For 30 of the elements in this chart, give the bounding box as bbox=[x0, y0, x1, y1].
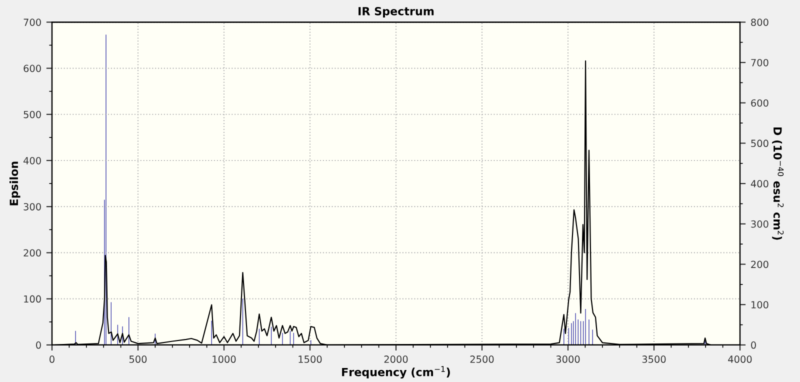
y2-tick-label: 600 bbox=[751, 99, 768, 107]
y-tick-label: 0 bbox=[36, 341, 41, 349]
x-tick-label: 0 bbox=[50, 356, 54, 363]
y-tick-label: 700 bbox=[24, 18, 41, 26]
y-axis-title: Epsilon bbox=[9, 162, 20, 206]
x-tick-label: 3500 bbox=[642, 356, 666, 363]
y-tick-label: 500 bbox=[24, 110, 41, 118]
y2-tick-label: 200 bbox=[751, 260, 768, 268]
x-tick-label: 4000 bbox=[728, 356, 752, 363]
x-tick-label: 2000 bbox=[384, 356, 408, 363]
y2-tick-label: 500 bbox=[751, 140, 768, 148]
y-tick-label: 100 bbox=[24, 295, 41, 303]
x-axis-title: Frequency (cm$^{−1}$) bbox=[342, 366, 450, 378]
y-tick-label: 300 bbox=[24, 203, 41, 210]
y-tick-label: 600 bbox=[24, 64, 41, 72]
x-tick-label: 1000 bbox=[212, 356, 236, 363]
chart-title: IR Spectrum bbox=[358, 6, 434, 18]
x-tick-label: 2500 bbox=[470, 356, 494, 363]
x-tick-label: 1500 bbox=[298, 356, 322, 363]
y2-axis-title: D (10$^{−40}$ esu$^{2}$ cm$^{2}$) bbox=[772, 127, 784, 240]
y2-tick-label: 0 bbox=[751, 341, 756, 349]
y2-tick-label: 800 bbox=[751, 18, 768, 26]
x-tick-label: 3000 bbox=[556, 356, 580, 363]
y-tick-label: 400 bbox=[24, 156, 41, 164]
y2-tick-label: 300 bbox=[751, 220, 768, 228]
y-tick-label: 200 bbox=[24, 249, 41, 257]
y2-tick-label: 100 bbox=[751, 301, 768, 308]
y2-tick-label: 700 bbox=[751, 58, 768, 66]
x-tick-label: 500 bbox=[129, 356, 147, 363]
y2-tick-label: 400 bbox=[750, 180, 768, 188]
